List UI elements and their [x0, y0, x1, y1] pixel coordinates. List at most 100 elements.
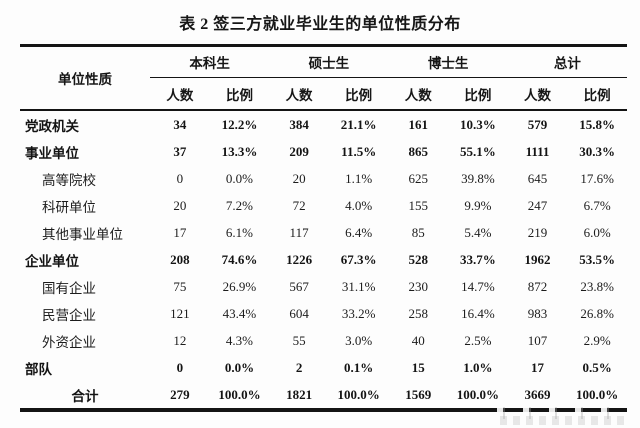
corner-header: 单位性质 — [20, 45, 151, 111]
row-label: 国有企业 — [42, 280, 96, 296]
table-row-total: 合计 279 100.0% 1821 100.0% 1569 100.0% 36… — [20, 381, 627, 410]
cell-count: 1226 — [286, 251, 313, 267]
cell-count: 1821 — [286, 386, 313, 402]
table-body: 党政机关 34 12.2% 384 21.1% 161 10.3% 579 15… — [20, 110, 627, 410]
cell-count: 1111 — [525, 143, 550, 159]
group-header-master: 硕士生 — [269, 45, 389, 78]
table-row: 外资企业 12 4.3% 55 3.0% 40 2.5% 107 2.9% — [20, 327, 627, 354]
unit-distribution-table: 单位性质 本科生 硕士生 博士生 总计 人数 比例 人数 比例 人数 比例 人数… — [20, 44, 627, 412]
cell-ratio: 1.0% — [463, 359, 493, 375]
cell-count: 279 — [170, 386, 190, 402]
subheader-ratio: 比例 — [209, 77, 270, 111]
table-row: 民营企业 121 43.4% 604 33.2% 258 16.4% 983 2… — [20, 300, 627, 327]
table-title: 表 2 签三方就业毕业生的单位性质分布 — [179, 16, 461, 33]
subheader-count: 人数 — [388, 77, 449, 111]
cell-ratio: 0.1% — [344, 359, 374, 375]
cell-count: 55 — [292, 332, 306, 348]
group-header-bachelor: 本科生 — [150, 45, 270, 78]
cell-ratio: 14.7% — [461, 278, 495, 294]
cell-ratio: 26.8% — [580, 305, 614, 321]
cell-count: 1569 — [405, 386, 432, 402]
cell-count: 0 — [176, 359, 184, 375]
cell-count: 17 — [173, 224, 187, 240]
cell-count: 107 — [527, 332, 548, 348]
row-label: 党政机关 — [25, 118, 79, 134]
cell-count: 0 — [176, 170, 184, 186]
cell-count: 865 — [408, 143, 429, 159]
cell-count: 872 — [527, 278, 548, 294]
cell-count: 117 — [289, 224, 309, 240]
cell-ratio: 100.0% — [576, 386, 619, 402]
cell-ratio: 100.0% — [337, 386, 380, 402]
table-row: 企业单位 208 74.6% 1226 67.3% 528 33.7% 1962… — [20, 246, 627, 273]
cell-ratio: 0.5% — [582, 359, 612, 375]
cell-ratio: 10.3% — [460, 116, 496, 132]
cell-ratio: 6.4% — [345, 224, 373, 240]
table-header: 单位性质 本科生 硕士生 博士生 总计 人数 比例 人数 比例 人数 比例 人数… — [20, 45, 627, 111]
cell-count: 625 — [408, 170, 429, 186]
cell-ratio: 0.0% — [224, 359, 255, 375]
cell-count: 37 — [173, 143, 187, 159]
row-label: 事业单位 — [25, 145, 79, 161]
cell-count: 20 — [173, 197, 187, 213]
subheader-count: 人数 — [507, 77, 568, 111]
cell-count: 3669 — [524, 386, 551, 402]
table-row: 党政机关 34 12.2% 384 21.1% 161 10.3% 579 15… — [20, 110, 627, 138]
cell-count: 2 — [295, 359, 303, 375]
subheader-count: 人数 — [269, 77, 329, 111]
subheader-ratio: 比例 — [328, 77, 389, 111]
cell-count: 17 — [531, 359, 544, 375]
cell-count: 209 — [289, 143, 309, 159]
table-row: 高等院校 0 0.0% 20 1.1% 625 39.8% 645 17.6% — [20, 165, 627, 192]
cell-ratio: 33.7% — [460, 251, 496, 267]
cell-ratio: 53.5% — [579, 251, 616, 267]
cell-ratio: 0.0% — [225, 170, 253, 186]
group-header-doctor: 博士生 — [388, 45, 508, 78]
row-label: 合计 — [71, 388, 99, 404]
cell-ratio: 43.4% — [222, 305, 257, 321]
cell-ratio: 11.5% — [341, 143, 377, 159]
cell-count: 15 — [411, 359, 425, 375]
table-row: 其他事业单位 17 6.1% 117 6.4% 85 5.4% 219 6.0% — [20, 219, 627, 246]
cell-count: 12 — [173, 332, 187, 348]
cell-count: 34 — [173, 116, 187, 132]
cell-count: 40 — [411, 332, 425, 348]
cell-ratio: 16.4% — [461, 305, 495, 321]
cell-ratio: 6.7% — [583, 197, 611, 213]
cell-ratio: 13.3% — [221, 143, 258, 159]
cell-ratio: 39.8% — [461, 170, 495, 186]
cell-count: 208 — [170, 251, 190, 267]
cell-ratio: 9.9% — [464, 197, 492, 213]
cell-count: 72 — [292, 197, 306, 213]
cell-ratio: 26.9% — [222, 278, 257, 294]
cell-ratio: 33.2% — [341, 305, 376, 321]
cell-ratio: 2.5% — [464, 332, 492, 348]
cell-count: 247 — [527, 197, 548, 213]
cell-ratio: 21.1% — [340, 116, 377, 132]
subheader-count: 人数 — [150, 77, 210, 111]
cell-count: 645 — [527, 170, 548, 186]
group-header-total: 总计 — [507, 45, 627, 78]
cell-ratio: 74.6% — [221, 251, 258, 267]
cell-ratio: 6.0% — [583, 224, 611, 240]
cell-count: 219 — [527, 224, 548, 240]
cell-ratio: 23.8% — [580, 278, 614, 294]
cell-ratio: 1.1% — [345, 170, 373, 186]
cell-ratio: 31.1% — [341, 278, 376, 294]
cell-count: 604 — [289, 305, 309, 321]
cell-count: 155 — [408, 197, 429, 213]
cell-count: 579 — [527, 116, 548, 132]
cell-count: 567 — [289, 278, 309, 294]
subheader-ratio: 比例 — [567, 77, 627, 111]
cell-count: 20 — [292, 170, 306, 186]
row-label: 外资企业 — [42, 334, 96, 350]
cell-ratio: 67.3% — [340, 251, 377, 267]
cell-ratio: 55.1% — [460, 143, 496, 159]
cell-count: 983 — [527, 305, 548, 321]
row-label: 高等院校 — [42, 172, 96, 188]
cell-count: 384 — [289, 116, 309, 132]
cell-ratio: 17.6% — [580, 170, 614, 186]
cell-count: 230 — [408, 278, 429, 294]
table-row: 国有企业 75 26.9% 567 31.1% 230 14.7% 872 23… — [20, 273, 627, 300]
table-row: 科研单位 20 7.2% 72 4.0% 155 9.9% 247 6.7% — [20, 192, 627, 219]
